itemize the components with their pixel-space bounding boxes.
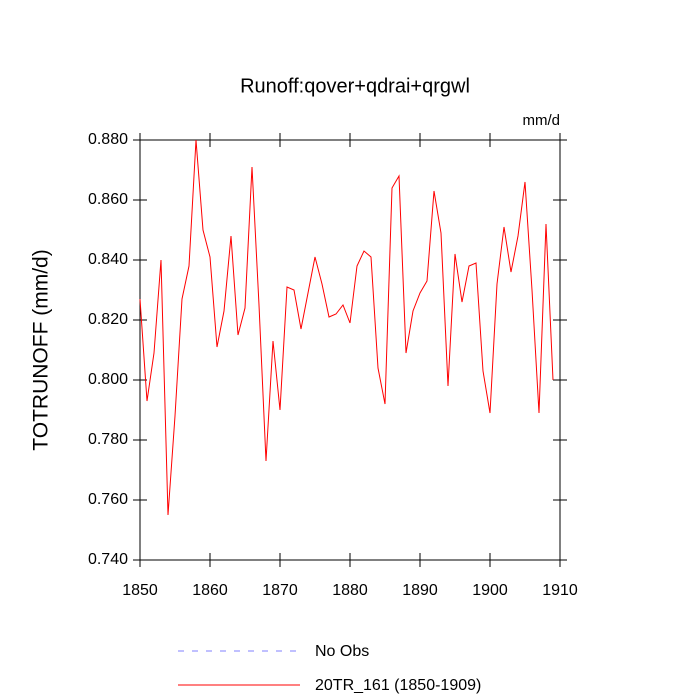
units-label: mm/d [523, 112, 561, 129]
y-tick-label: 0.760 [88, 491, 128, 508]
x-tick-label: 1850 [122, 582, 158, 599]
plot-frame [139, 139, 561, 561]
legend-label: No Obs [315, 643, 369, 660]
legend-label: 20TR_161 (1850-1909) [315, 677, 481, 694]
x-tick-label: 1900 [472, 582, 508, 599]
x-tick-label: 1890 [402, 582, 438, 599]
y-tick-label: 0.740 [88, 551, 128, 568]
y-tick-label: 0.880 [88, 131, 128, 148]
chart-title: Runoff:qover+qdrai+qrgwl [240, 75, 470, 97]
y-tick-label: 0.800 [88, 371, 128, 388]
x-tick-label: 1880 [332, 582, 368, 599]
x-tick-label: 1870 [262, 582, 298, 599]
data-line [139, 139, 554, 516]
y-tick-label: 0.840 [88, 251, 128, 268]
y-axis-label: TOTRUNOFF (mm/d) [30, 249, 53, 450]
x-tick-label: 1860 [192, 582, 228, 599]
y-tick-label: 0.820 [88, 311, 128, 328]
y-tick-label: 0.860 [88, 191, 128, 208]
y-tick-label: 0.780 [88, 431, 128, 448]
x-tick-label: 1910 [542, 582, 578, 599]
